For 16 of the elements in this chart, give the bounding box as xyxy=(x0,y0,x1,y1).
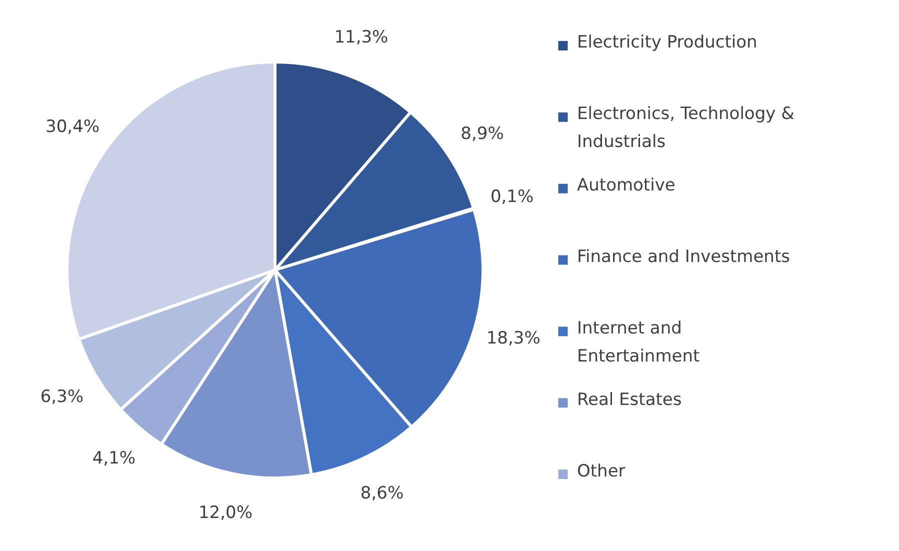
legend-label: Finance and Investments xyxy=(577,247,790,267)
data-label: 30,4% xyxy=(46,116,100,137)
data-label: 8,9% xyxy=(460,124,504,144)
data-label: 12,0% xyxy=(198,503,252,524)
legend-label: Internet and Entertainment xyxy=(577,318,700,366)
data-label: 11,3% xyxy=(334,27,388,48)
legend-label: Electronics, Technology & Industrials xyxy=(577,104,794,152)
legend-label: Automotive xyxy=(577,176,676,196)
legend-label: Real Estates xyxy=(577,390,682,410)
data-label: 6,3% xyxy=(40,386,84,407)
data-label: 8,6% xyxy=(360,484,404,504)
data-label: 18,3% xyxy=(486,328,540,348)
data-label: 0,1% xyxy=(490,187,534,208)
legend-label: Electricity Production xyxy=(577,32,758,53)
legend-label: Other xyxy=(577,461,626,482)
data-label: 4,1% xyxy=(92,448,136,469)
